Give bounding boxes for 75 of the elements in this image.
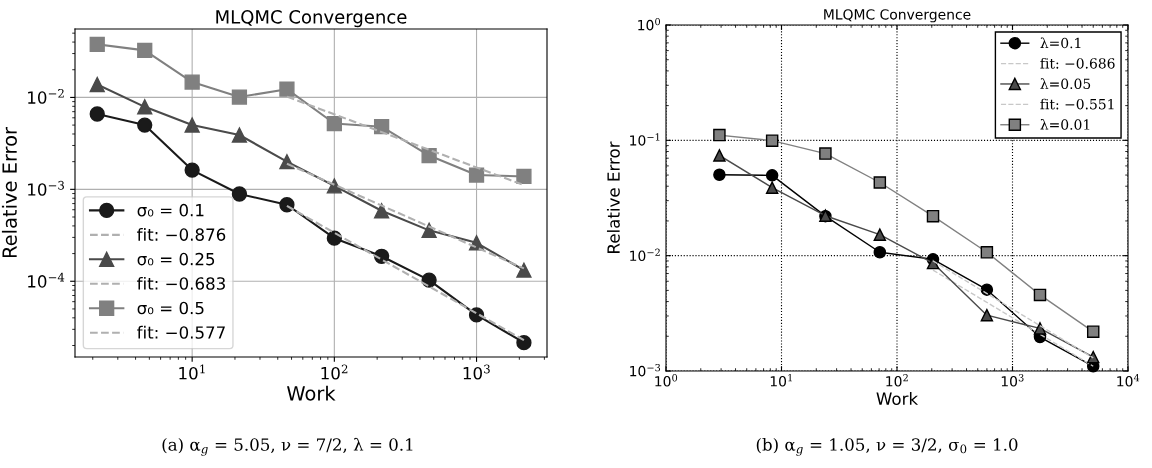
y-tick-label: 10$^{−2}$ <box>28 88 64 104</box>
y-tick-label: 10$^{−3}$ <box>630 363 661 377</box>
point <box>516 168 532 185</box>
point <box>926 209 940 223</box>
point <box>137 99 153 115</box>
point <box>231 89 248 105</box>
point <box>765 181 779 194</box>
legend-label: λ=0.01 <box>1040 118 1090 130</box>
text: (b) α$_{g}$ = 1.05, ν = 3/2, σ$_{0}$ = 1.0 <box>756 437 1018 456</box>
legend-label: σ₀ = 0.25 <box>137 252 215 266</box>
point <box>1033 288 1047 302</box>
y-tick-label: 10$^{−1}$ <box>630 133 660 146</box>
point <box>326 115 342 132</box>
y-tick-label: 10$^{0}$ <box>638 17 661 31</box>
legend-label: fit: −0.683 <box>137 276 225 290</box>
point <box>713 128 726 142</box>
chart-title: MLQMC Convergence <box>824 9 971 23</box>
point <box>1033 322 1047 335</box>
point <box>713 168 726 182</box>
point <box>184 74 200 90</box>
point <box>231 186 248 202</box>
point <box>516 334 532 351</box>
point <box>713 149 726 162</box>
x-tick-label: 10$^{1}$ <box>770 374 792 387</box>
point <box>468 167 485 183</box>
point <box>873 246 887 259</box>
legend-label: fit: −0.686 <box>1040 57 1115 69</box>
y-tick-label: 10$^{−3}$ <box>28 180 64 196</box>
point <box>980 308 994 322</box>
point <box>279 81 295 97</box>
point <box>873 228 887 241</box>
legend-label: σ₀ = 0.5 <box>137 301 204 315</box>
text: (a) α$_{g}$ = 5.05, ν = 7/2, λ = 0.1 <box>162 437 413 456</box>
point <box>1086 325 1100 338</box>
point <box>873 176 887 189</box>
point <box>279 197 295 213</box>
point <box>137 42 153 59</box>
x-axis-title: Work <box>287 385 336 401</box>
point <box>137 117 153 133</box>
point <box>326 230 342 246</box>
y-axis-title: Relative Error <box>606 141 620 253</box>
point <box>421 147 437 164</box>
point <box>819 147 832 160</box>
point <box>89 76 105 93</box>
x-tick-label: 10$^{3}$ <box>463 364 490 380</box>
point <box>516 262 532 278</box>
legend-label: λ=0.1 <box>1040 37 1081 49</box>
point <box>89 36 105 52</box>
legend-label: fit: −0.876 <box>137 228 226 241</box>
chart-title: MLQMC Convergence <box>216 10 407 28</box>
point <box>373 203 390 219</box>
legend-label: σ₀ = 0.1 <box>137 203 204 217</box>
point <box>89 106 105 122</box>
point <box>1086 350 1100 364</box>
y-tick-label: 10$^{−2}$ <box>630 248 660 262</box>
point <box>184 162 200 178</box>
x-axis-title: Work <box>876 392 919 405</box>
point <box>231 127 248 143</box>
x-tick-label: 10$^{1}$ <box>179 364 205 380</box>
x-tick-label: 10$^{2}$ <box>321 364 348 380</box>
x-tick-label: 10$^{0}$ <box>655 374 678 387</box>
point <box>326 178 342 194</box>
y-tick-label: 10$^{−4}$ <box>28 272 65 288</box>
x-tick-label: 10$^{2}$ <box>886 374 908 387</box>
y-axis-title: Relative Error <box>1 127 17 258</box>
point <box>421 222 437 238</box>
x-tick-label: 10$^{4}$ <box>1117 374 1140 387</box>
point <box>765 169 779 182</box>
x-tick-label: 10$^{3}$ <box>1001 374 1024 387</box>
point <box>980 246 994 259</box>
legend-label: fit: −0.551 <box>1040 98 1114 110</box>
point <box>765 134 779 147</box>
point <box>184 117 200 133</box>
legend-label: fit: −0.577 <box>137 325 225 339</box>
legend-label: λ=0.05 <box>1040 78 1091 90</box>
